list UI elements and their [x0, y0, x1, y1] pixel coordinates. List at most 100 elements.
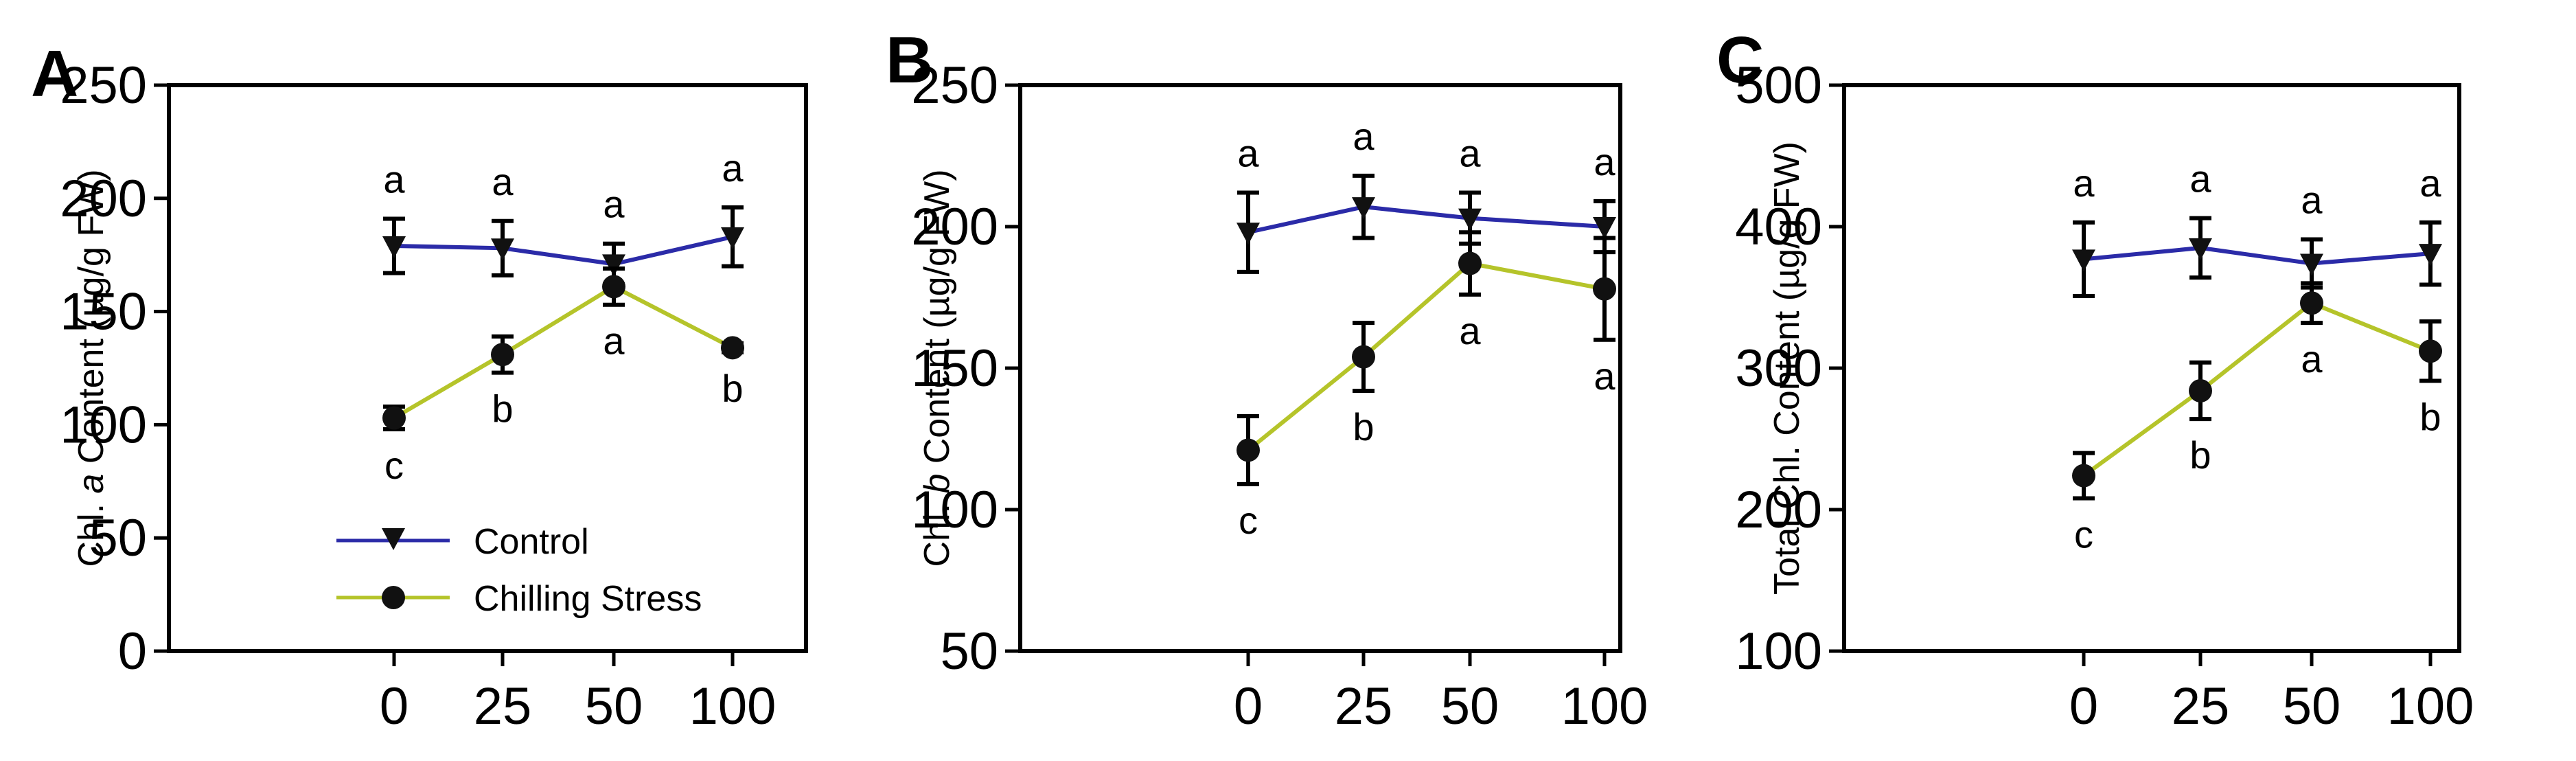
- y-axis-title-prefix: Chl.: [71, 494, 111, 567]
- control-point: [2072, 249, 2095, 272]
- y-tick-label: 500: [1735, 56, 1822, 115]
- y-tick-label: 100: [911, 481, 998, 539]
- chilling-series-line: [393, 284, 734, 420]
- chilling-significance-label: b: [2189, 433, 2211, 477]
- x-tick-label: 50: [585, 677, 643, 736]
- plot-frame: [1018, 83, 1622, 653]
- chilling-significance-label: b: [2419, 396, 2441, 439]
- legend-control-marker: [382, 528, 405, 550]
- y-tick-label: 200: [60, 170, 147, 228]
- y-axis-title-italic: b: [917, 474, 957, 494]
- x-tick-label: 50: [1441, 677, 1499, 736]
- chilling-significance-label: a: [2301, 337, 2323, 380]
- x-tick-label: 25: [2172, 677, 2230, 736]
- y-tick-label: 100: [1735, 622, 1822, 681]
- y-axis-title-suffix: Content (µg/g FW): [71, 169, 111, 473]
- chilling-significance-label: b: [1353, 405, 1374, 448]
- legend-control-label: Control: [474, 522, 589, 562]
- control-significance-label: a: [383, 157, 405, 201]
- chilling-significance-label: a: [1594, 354, 1615, 398]
- chilling-point: [2300, 291, 2323, 315]
- control-significance-label: a: [2073, 161, 2095, 205]
- chilling-significance-label: c: [1239, 499, 1258, 542]
- x-tick-label: 100: [2387, 677, 2474, 736]
- y-tick-label: 50: [89, 509, 147, 567]
- control-significance-label: a: [492, 160, 514, 203]
- panel-letter: C: [1716, 23, 1764, 97]
- chilling-point: [2072, 464, 2095, 488]
- y-axis-title: Chl. b Content (µg/g FW): [917, 169, 957, 567]
- y-tick-label: 250: [911, 56, 998, 115]
- control-point: [602, 254, 625, 277]
- panel-letter: B: [886, 23, 933, 97]
- control-significance-label: a: [1353, 115, 1375, 158]
- chilling-series-line: [1247, 261, 1605, 452]
- chilling-significance-label: a: [1459, 309, 1481, 352]
- control-point: [2419, 244, 2442, 266]
- control-point: [721, 227, 744, 249]
- y-tick-label: 250: [60, 56, 147, 115]
- chilling-point: [1458, 251, 1482, 275]
- chilling-significance-label: a: [603, 319, 625, 363]
- y-tick-label: 200: [911, 198, 998, 256]
- x-tick-label: 25: [1335, 677, 1393, 736]
- control-point: [2189, 238, 2212, 260]
- y-tick-label: 0: [118, 622, 147, 681]
- chilling-point: [721, 336, 744, 360]
- panel-c: C 100 200 300 400 500 0 25 50 100 Total Chl. Conte…: [1716, 23, 2474, 736]
- chilling-point: [2419, 339, 2442, 363]
- y-axis-title: Total Chl. Content (µg/g FW): [1767, 141, 1807, 595]
- control-series-line: [393, 234, 733, 266]
- control-point: [1593, 217, 1616, 239]
- x-tick-label: 100: [689, 677, 777, 736]
- control-significance-label: a: [2419, 161, 2441, 205]
- y-axis-title-italic: a: [71, 474, 111, 494]
- chilling-point: [1593, 277, 1616, 301]
- chilling-significance-label: c: [2074, 513, 2093, 556]
- chilling-point: [491, 343, 514, 367]
- control-point: [382, 236, 406, 259]
- legend-chilling-label: Chilling Stress: [474, 579, 702, 619]
- control-point: [1352, 197, 1375, 220]
- chilling-significance-label: b: [492, 387, 513, 431]
- chilling-significance-label: c: [384, 444, 404, 487]
- control-point: [491, 238, 514, 261]
- plot-frame: [1842, 83, 2461, 653]
- y-tick-label: 300: [1735, 339, 1822, 398]
- chilling-point: [2189, 378, 2212, 402]
- control-significance-label: a: [1459, 132, 1481, 175]
- y-axis-title-suffix: Content (µg/g FW): [917, 169, 957, 473]
- plot-frame: [167, 83, 808, 653]
- y-axis-title: Chl. a Content (µg/g FW): [71, 169, 111, 567]
- y-tick-label: 100: [60, 396, 147, 454]
- x-tick-label: 0: [2069, 677, 2098, 736]
- control-series-line: [1247, 205, 1605, 235]
- control-point: [1458, 208, 1482, 231]
- control-point: [2300, 253, 2323, 276]
- legend-chilling-marker: [382, 586, 405, 609]
- y-tick-label: 150: [60, 283, 147, 341]
- y-axis-title-prefix: Chl.: [917, 494, 957, 567]
- x-tick-label: 50: [2283, 677, 2341, 736]
- y-tick-label: 400: [1735, 198, 1822, 256]
- chilling-point: [1237, 438, 1260, 462]
- panel-letter: A: [31, 37, 78, 111]
- x-tick-label: 0: [1234, 677, 1263, 736]
- control-series-line: [2083, 245, 2431, 266]
- control-point: [1237, 223, 1260, 245]
- legend: Control Chilling Stress: [336, 522, 702, 619]
- x-tick-label: 25: [474, 677, 532, 736]
- control-significance-label: a: [2301, 179, 2323, 222]
- x-tick-label: 100: [1561, 677, 1648, 736]
- chilling-point: [382, 406, 406, 430]
- y-tick-label: 50: [940, 622, 998, 681]
- control-significance-label: a: [722, 146, 744, 190]
- y-axis-title-prefix: Total Chl. Content (µg/g FW): [1767, 141, 1807, 595]
- chilling-series-line: [2082, 301, 2432, 477]
- control-significance-label: a: [1237, 132, 1259, 175]
- y-tick-label: 200: [1735, 481, 1822, 539]
- control-significance-label: a: [603, 183, 625, 226]
